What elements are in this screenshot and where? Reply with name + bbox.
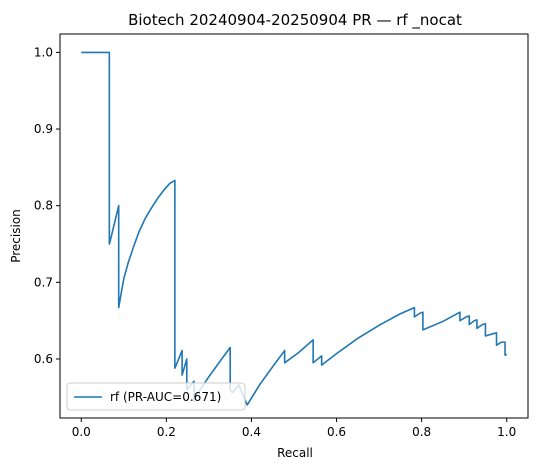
pr-curve-series-0 — [81, 51, 508, 406]
y-tick-label: 0.6 — [34, 352, 53, 366]
legend: rf (PR-AUC=0.671) — [66, 382, 246, 411]
legend-frame — [66, 382, 246, 411]
y-tick-label: 0.7 — [34, 275, 53, 289]
plot-area — [59, 33, 529, 419]
y-axis-label: Precision — [9, 209, 23, 263]
x-tick-label: 0.6 — [327, 425, 346, 439]
plot-frame — [59, 33, 529, 419]
y-tick-label: 0.9 — [34, 122, 53, 136]
y-tick-label: 1.0 — [34, 45, 53, 59]
x-tick-label: 0.2 — [157, 425, 176, 439]
x-tick-label: 1.0 — [497, 425, 516, 439]
chart-title: Biotech 20240904-20250904 PR — rf _nocat — [128, 11, 462, 30]
y-axis-ticks: 0.6 0.7 0.8 0.9 1.0 — [34, 45, 60, 366]
x-tick-label: 0.0 — [72, 425, 91, 439]
x-axis-label: Recall — [277, 446, 313, 460]
y-tick-label: 0.8 — [34, 199, 53, 213]
x-axis-ticks: 0.0 0.2 0.4 0.6 0.8 1.0 — [72, 418, 516, 439]
x-tick-label: 0.4 — [242, 425, 261, 439]
legend-label: rf (PR-AUC=0.671) — [110, 390, 221, 404]
x-tick-label: 0.8 — [412, 425, 431, 439]
